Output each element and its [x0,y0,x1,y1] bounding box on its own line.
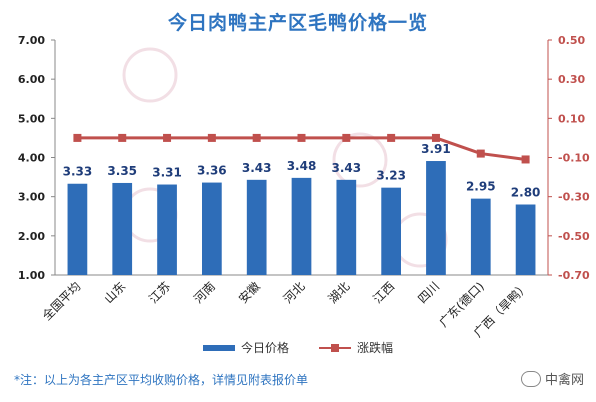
x-tick-label: 安徽 [235,279,263,307]
legend-item-change: 涨跌幅 [319,339,393,356]
change-marker [163,133,172,142]
data-label: 3.31 [152,166,182,180]
legend-item-price: 今日价格 [202,339,289,356]
data-label: 2.95 [466,180,496,194]
change-marker [73,133,82,142]
data-label: 3.35 [107,164,137,178]
x-tick-label: 河北 [281,279,308,306]
y-left-tick-label: 5.00 [18,112,45,125]
footnote: *注：以上为各主产区平均收购价格，详情见附表报价单 [14,373,309,387]
bar [381,187,401,275]
change-marker [118,133,127,142]
change-marker [476,149,485,158]
data-label: 3.23 [376,169,406,183]
change-marker [207,133,216,142]
data-label: 3.43 [332,161,362,175]
data-label: 2.80 [511,186,541,200]
y-left-tick-label: 2.00 [18,230,45,243]
bar [157,184,177,275]
y-left-tick-label: 3.00 [18,191,45,204]
bar [426,161,446,275]
change-marker [521,155,530,164]
y-left-tick-label: 6.00 [18,73,45,86]
legend-label-price: 今日价格 [240,341,289,355]
watermark-seal [122,47,178,103]
bar [515,204,536,275]
y-left-tick-label: 1.00 [18,269,45,282]
data-label: 3.48 [287,159,317,173]
data-label: 3.36 [197,164,227,178]
y-right-tick-label: -0.30 [558,191,590,204]
chart-title: 今日肉鸭主产区毛鸭价格一览 [167,12,428,34]
data-label: 3.91 [421,142,451,156]
x-tick-label: 江西 [370,279,397,306]
x-tick-label: 全国平均 [39,279,84,324]
legend-label-change: 涨跌幅 [357,341,394,355]
change-marker [252,133,261,142]
x-tick-label: 四川 [415,279,442,306]
change-marker [387,133,396,142]
brand-name: 中禽网 [544,373,584,388]
bar [470,198,491,275]
chart-legend: 今日价格 涨跌幅 [0,339,596,356]
bar [67,183,88,275]
y-right-tick-label: 0.30 [558,73,585,86]
y-left-tick-label: 4.00 [18,152,45,165]
data-label: 3.43 [242,161,272,175]
x-tick-label: 江苏 [146,279,173,306]
wechat-icon [520,370,541,387]
y-right-tick-label: -0.50 [558,230,590,243]
y-right-tick-label: -0.70 [558,269,590,282]
data-label: 3.33 [63,165,93,179]
bar [291,177,312,275]
change-marker [431,133,440,142]
legend-swatch-bar [202,344,235,351]
x-tick-label: 河南 [190,279,218,307]
y-right-tick-label: 0.50 [558,34,585,47]
y-right-tick-label: 0.10 [558,112,585,125]
legend-swatch-line [319,343,351,352]
x-tick-label: 湖北 [325,279,353,307]
bar [112,182,133,275]
change-marker [297,133,306,142]
y-right-tick-label: -0.10 [558,152,590,165]
bar [246,179,267,275]
x-tick-label: 山东 [101,279,128,306]
bar [202,182,222,275]
bar [336,179,357,275]
change-marker [342,133,351,142]
watermark-seal [332,132,388,188]
y-left-tick-label: 7.00 [18,34,45,47]
brand-logo: 中禽网 [520,369,584,388]
